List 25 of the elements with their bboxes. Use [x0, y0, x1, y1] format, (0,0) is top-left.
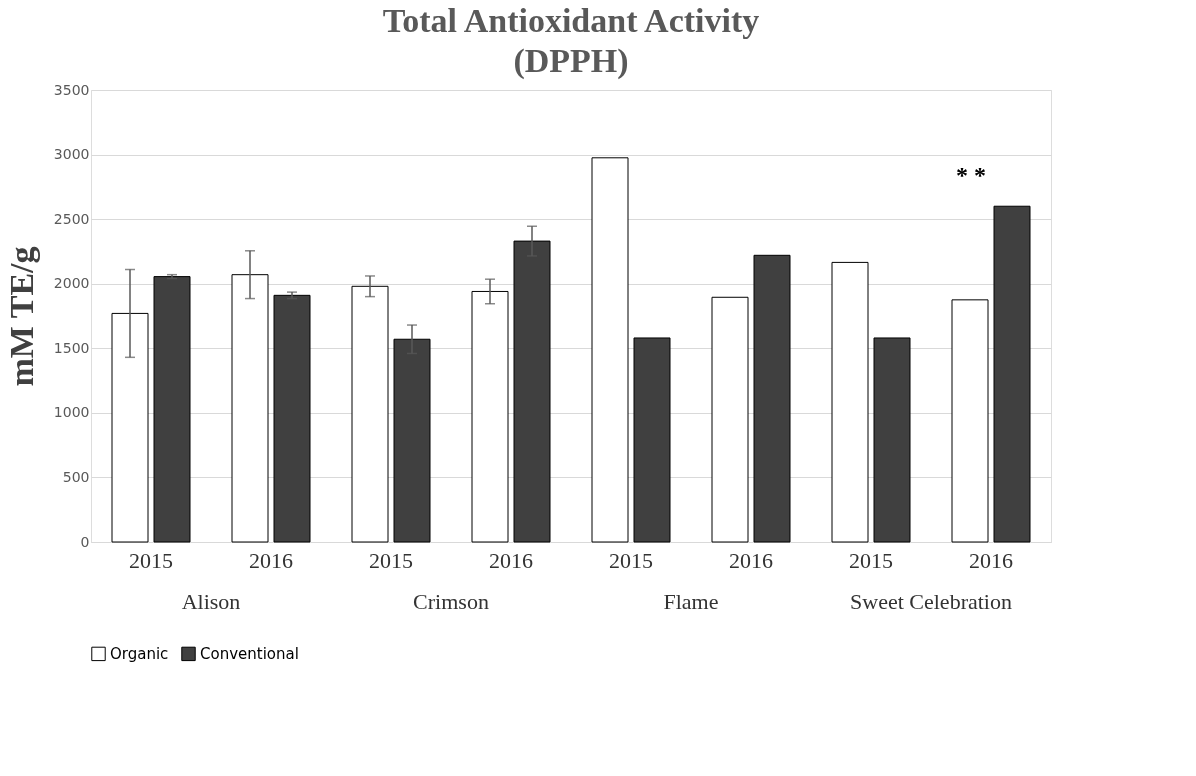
y-tick-label: 3000 [53, 146, 90, 163]
text: Sweet Celebration [850, 589, 1012, 614]
text: Flame [663, 589, 719, 614]
text: Crimson [413, 589, 489, 614]
legend-label: Conventional [200, 644, 299, 663]
x-tick-label: 2016 [729, 547, 773, 573]
y-tick-label: 500 [62, 468, 90, 485]
x-tick-label: 2016 [969, 547, 1013, 573]
text: Alison [181, 589, 241, 614]
x-tick-label: 2015 [369, 547, 413, 573]
x-tick-label: 2015 [609, 547, 653, 573]
y-tick-label: 1000 [53, 404, 90, 421]
y-tick-label: 2500 [53, 210, 90, 227]
x-tick-label: 2016 [249, 547, 293, 573]
y-tick-label: 0 [80, 533, 90, 550]
x-tick-label: 2015 [129, 547, 173, 573]
y-axis-title: mM TE/g [2, 246, 40, 387]
y-tick-label: 1500 [53, 339, 90, 356]
y-tick-label: 2000 [53, 275, 90, 292]
y-tick-label: 3500 [53, 81, 90, 98]
x-tick-label: 2016 [489, 547, 533, 573]
legend-label: Organic [110, 644, 169, 663]
x-tick-label: 2015 [849, 547, 893, 573]
annotation: * * [956, 162, 986, 189]
chart-title: Total Antioxidant Activity (DPPH) [382, 2, 760, 80]
